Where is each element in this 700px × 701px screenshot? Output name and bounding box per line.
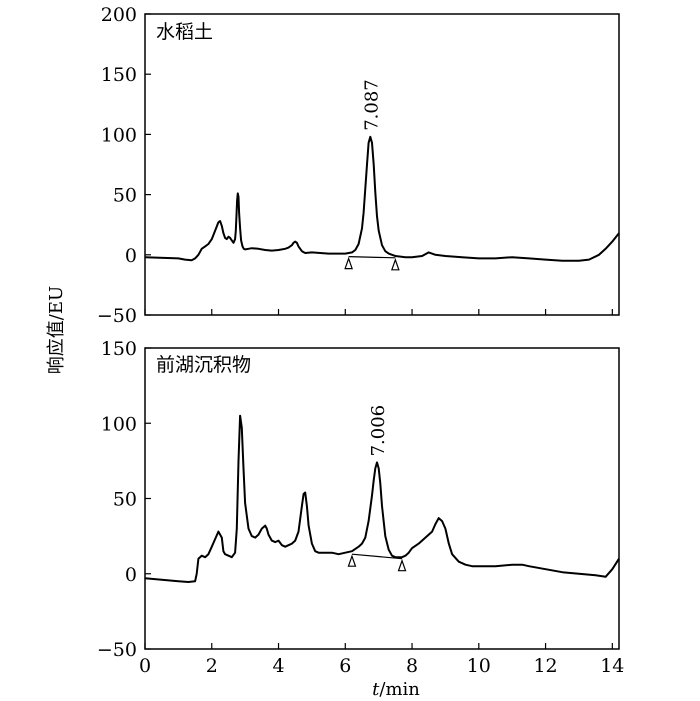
- integration-end-marker: [391, 257, 400, 271]
- x-ticks: 0 2 4 6 8 10 12 14: [139, 643, 624, 677]
- x-ticks: [144, 309, 613, 315]
- y-tick-label: 100: [101, 124, 137, 146]
- y-tick-label: 50: [113, 185, 137, 207]
- y-tick-label: 150: [101, 338, 137, 360]
- x-tick-label: 12: [533, 655, 557, 677]
- integration-baseline: [348, 256, 396, 259]
- peak-label: 7.006: [368, 405, 389, 457]
- x-tick-label: 0: [139, 655, 151, 677]
- y-axis-title: 响应值/EU: [46, 286, 67, 374]
- x-tick-label: 14: [600, 655, 624, 677]
- chromatogram-trace: [144, 414, 620, 583]
- integration-start-marker: [344, 256, 353, 270]
- panel-label: 前湖沉积物: [156, 354, 251, 376]
- y-tick-label: 50: [113, 489, 137, 511]
- y-tick-label: 200: [101, 4, 137, 26]
- y-ticks: −50 0 50 100 150: [97, 338, 151, 661]
- panel-rice-soil: −50 0 50 100 150 200 水稻土 7.087: [97, 4, 620, 327]
- x-axis-title: t/min: [372, 679, 420, 700]
- x-axis-title-italic: t: [372, 679, 380, 700]
- integration-end-marker: [397, 558, 407, 572]
- integration-start-marker: [347, 554, 357, 567]
- y-ticks: −50 0 50 100 150 200: [97, 4, 151, 327]
- y-tick-label: −50: [97, 305, 137, 327]
- x-tick-label: 8: [406, 655, 418, 677]
- x-tick-label: 2: [206, 655, 218, 677]
- y-tick-label: 150: [101, 64, 137, 86]
- peak-label: 7.087: [361, 79, 382, 131]
- x-tick-label: 6: [339, 655, 351, 677]
- panel-label: 水稻土: [156, 21, 213, 43]
- integration-baseline: [351, 553, 403, 560]
- y-tick-label: 0: [125, 245, 137, 267]
- y-tick-label: −50: [97, 639, 137, 661]
- x-tick-label: 4: [272, 655, 284, 677]
- y-tick-label: 0: [125, 564, 137, 586]
- chromatogram-trace: [144, 135, 620, 262]
- x-tick-label: 10: [467, 655, 491, 677]
- panel-frame: [144, 13, 620, 316]
- x-axis-title-rest: /min: [379, 679, 420, 700]
- y-tick-label: 100: [101, 413, 137, 435]
